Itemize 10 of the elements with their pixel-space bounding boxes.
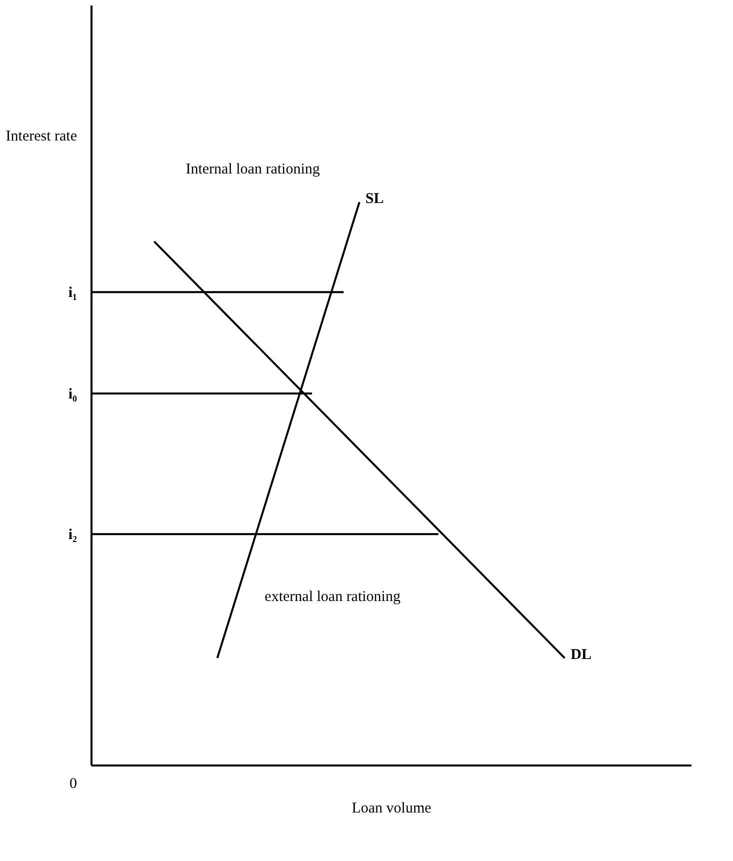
text: Interest rate [6, 128, 78, 145]
series-label: i₁ [68, 285, 77, 302]
text: 0 [70, 776, 77, 792]
annotation: external loan rationing [264, 589, 401, 606]
x-axis-title: Loan volume [352, 800, 432, 816]
text: Internal loan rationing [186, 161, 320, 178]
series-label: i₀ [68, 386, 78, 402]
series-label: i₂ [68, 527, 78, 544]
series-label: SL [365, 191, 384, 208]
series-label: DL [570, 647, 592, 664]
